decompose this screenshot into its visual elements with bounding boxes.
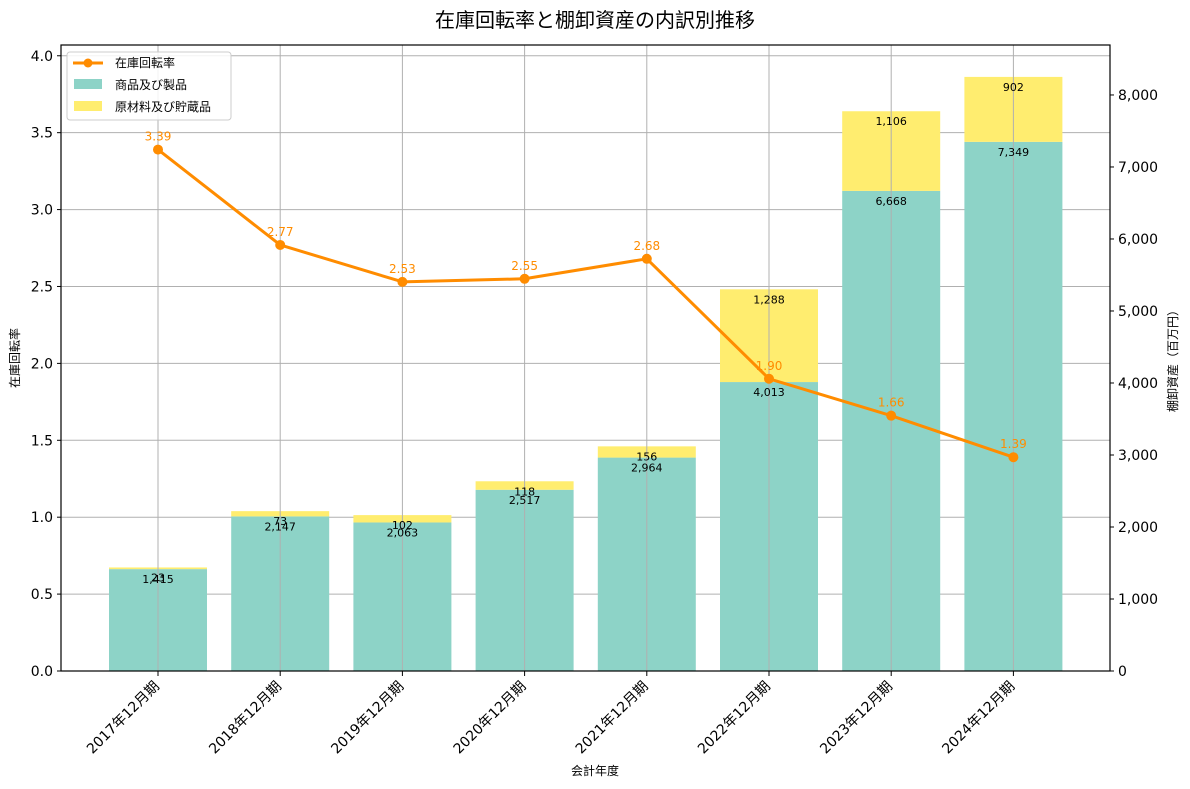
legend-swatch-materials bbox=[74, 101, 102, 111]
x-tick-label: 2017年12月期 bbox=[84, 679, 163, 758]
line-value-label: 2.68 bbox=[633, 239, 660, 253]
line-value-label: 1.39 bbox=[1000, 437, 1027, 451]
left-tick-label: 2.0 bbox=[31, 356, 53, 372]
right-tick-label: 6,000 bbox=[1118, 232, 1158, 248]
line-value-label: 2.53 bbox=[389, 262, 416, 276]
bar-label-products: 2,964 bbox=[631, 462, 663, 475]
bar-label-materials: 1,106 bbox=[875, 115, 907, 128]
x-tick-label: 2024年12月期 bbox=[939, 679, 1018, 758]
right-tick-label: 3,000 bbox=[1118, 448, 1158, 464]
right-y-axis-label: 棚卸資産（百万円） bbox=[1165, 304, 1180, 412]
right-tick-label: 5,000 bbox=[1118, 304, 1158, 320]
line-value-label: 2.77 bbox=[267, 225, 294, 239]
left-tick-label: 2.5 bbox=[31, 279, 53, 295]
line-marker-icon bbox=[641, 253, 652, 264]
bar-label-materials: 23 bbox=[151, 571, 165, 584]
line-value-label: 3.39 bbox=[145, 130, 172, 144]
line-marker-icon bbox=[886, 410, 897, 421]
bar-label-materials: 156 bbox=[636, 450, 657, 463]
line-marker-icon bbox=[764, 373, 774, 384]
bar-label-materials: 902 bbox=[1003, 81, 1024, 94]
line-marker-icon bbox=[153, 144, 163, 155]
left-tick-label: 3.5 bbox=[31, 126, 53, 142]
bar-label-materials: 118 bbox=[514, 485, 535, 498]
turnover-line: 3.39 2.77 2.53 2.55 2.68 1.90 1.66 1.39 bbox=[145, 130, 1027, 463]
line-marker-icon bbox=[519, 273, 530, 284]
legend-item-turnover: 在庫回転率 bbox=[115, 55, 175, 70]
legend: 在庫回転率 商品及び製品 原材料及び貯蔵品 bbox=[66, 51, 232, 121]
x-tick-label: 2022年12月期 bbox=[695, 679, 774, 758]
right-y-axis: 0 1,000 2,000 3,000 4,000 5,000 6,000 7,000 8,00… bbox=[1110, 88, 1158, 680]
legend-box bbox=[66, 51, 232, 121]
right-tick-label: 0 bbox=[1118, 664, 1127, 680]
x-tick-label: 2020年12月期 bbox=[451, 679, 530, 758]
line-value-label: 2.55 bbox=[511, 259, 538, 273]
grid-lines bbox=[61, 55, 1110, 672]
line-marker-icon bbox=[275, 239, 286, 250]
x-tick-label: 2021年12月期 bbox=[573, 679, 652, 758]
bar-label-materials: 1,288 bbox=[753, 293, 785, 306]
plot-frame bbox=[60, 44, 1111, 672]
bar-label-products: 1,415 bbox=[142, 573, 174, 586]
legend-item-materials: 原材料及び貯蔵品 bbox=[115, 100, 211, 114]
bar-label-materials: 102 bbox=[392, 519, 413, 532]
x-axis: 2017年12月期 2018年12月期 2019年12月期 2020年12月期 2021… bbox=[84, 671, 1018, 757]
x-tick-label: 2019年12月期 bbox=[328, 679, 407, 758]
left-tick-label: 3.0 bbox=[31, 203, 53, 219]
bar-label-products: 2,063 bbox=[387, 526, 419, 539]
right-tick-label: 7,000 bbox=[1118, 160, 1158, 176]
line-marker-icon bbox=[1008, 452, 1019, 463]
left-tick-label: 1.5 bbox=[31, 433, 53, 449]
bar-label-products: 6,668 bbox=[875, 195, 907, 208]
right-tick-label: 2,000 bbox=[1118, 520, 1158, 536]
x-tick-label: 2023年12月期 bbox=[817, 679, 896, 758]
bar-label-materials: 73 bbox=[273, 515, 287, 528]
turnover-polyline bbox=[157, 148, 1014, 459]
line-marker-icon bbox=[397, 276, 408, 287]
line-value-label: 1.66 bbox=[878, 396, 905, 410]
bar-label-products: 2,517 bbox=[509, 494, 541, 507]
vertical-grid-lines bbox=[157, 45, 1014, 671]
bar-label-products: 7,349 bbox=[998, 146, 1030, 159]
left-tick-label: 0.5 bbox=[31, 587, 53, 603]
x-axis-label: 会計年度 bbox=[571, 763, 619, 778]
right-tick-label: 1,000 bbox=[1118, 592, 1158, 608]
right-tick-label: 4,000 bbox=[1118, 376, 1158, 392]
left-y-axis-label: 在庫回転率 bbox=[7, 328, 22, 388]
right-tick-label: 8,000 bbox=[1118, 88, 1158, 104]
bar-label-products: 2,147 bbox=[264, 520, 296, 533]
left-tick-label: 1.0 bbox=[31, 510, 53, 526]
legend-swatch-products bbox=[74, 79, 102, 89]
x-tick-label: 2018年12月期 bbox=[206, 679, 285, 758]
left-y-axis: 0.0 0.5 1.0 1.5 2.0 2.5 3.0 3.5 4.0 bbox=[31, 49, 61, 680]
line-value-label: 1.90 bbox=[756, 359, 783, 373]
legend-item-products: 商品及び製品 bbox=[115, 77, 187, 92]
left-tick-label: 4.0 bbox=[31, 49, 53, 65]
chart-title: 在庫回転率と棚卸資産の内訳別推移 bbox=[435, 8, 755, 32]
legend-marker-icon bbox=[83, 58, 93, 68]
bars bbox=[109, 76, 1063, 671]
left-tick-label: 0.0 bbox=[31, 664, 53, 680]
bar-label-products: 4,013 bbox=[753, 386, 785, 399]
